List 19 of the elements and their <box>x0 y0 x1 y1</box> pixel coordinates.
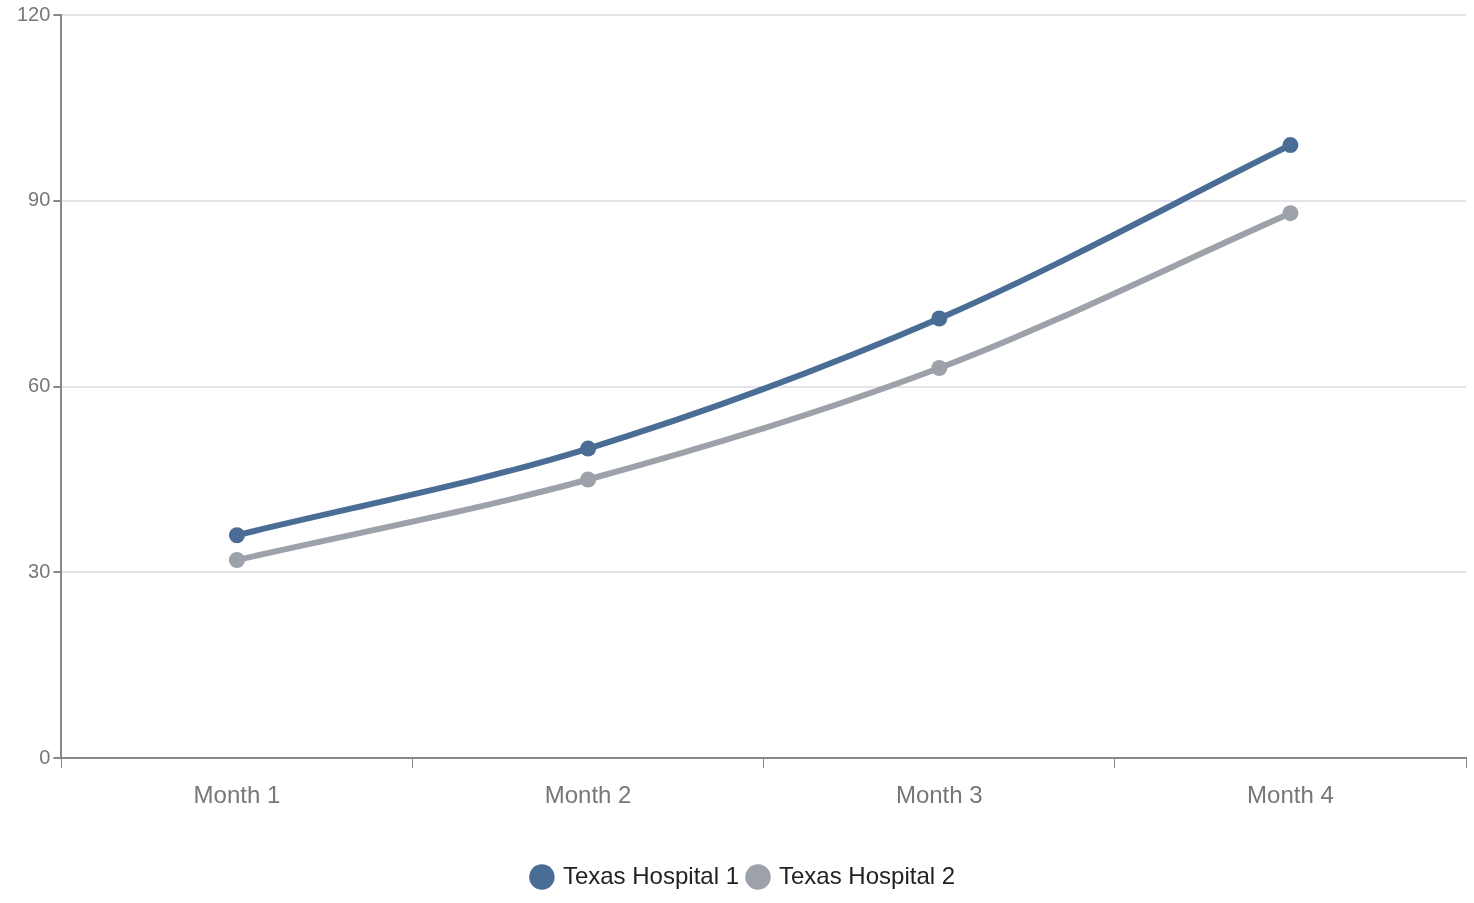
point <box>228 527 245 544</box>
y-tick-label: 90 <box>28 188 51 211</box>
legend-label: Texas Hospital 1 <box>562 861 740 889</box>
point <box>1282 137 1299 154</box>
point <box>931 360 948 377</box>
point <box>580 440 597 457</box>
x-tick-label: Month 1 <box>193 781 281 809</box>
x-tick-label: Month 4 <box>1247 781 1334 809</box>
point <box>580 471 597 488</box>
point <box>228 552 245 569</box>
legend-label: Texas Hospital 2 <box>779 861 956 889</box>
y-tick-label: 0 <box>39 745 51 768</box>
point <box>931 310 948 327</box>
point <box>1282 205 1299 222</box>
y-tick-label: 30 <box>28 559 51 582</box>
y-tick-label: 60 <box>28 374 51 397</box>
x-tick-label: Month 3 <box>895 781 983 809</box>
x-tick-label: Month 2 <box>544 781 632 809</box>
y-tick-label: 120 <box>16 2 51 25</box>
